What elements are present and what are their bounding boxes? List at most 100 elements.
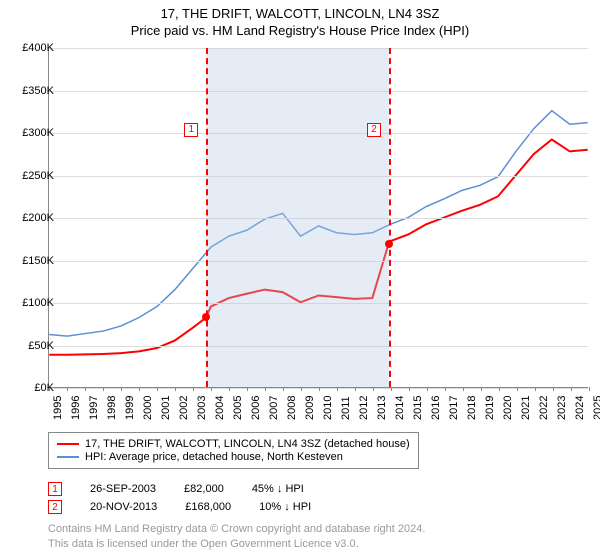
marker-vline bbox=[389, 48, 391, 387]
x-axis-label: 1998 bbox=[106, 396, 118, 420]
x-axis-label: 1996 bbox=[70, 396, 82, 420]
chart-container: 17, THE DRIFT, WALCOTT, LINCOLN, LN4 3SZ… bbox=[0, 0, 600, 560]
x-tick bbox=[301, 387, 302, 391]
x-tick bbox=[499, 387, 500, 391]
x-tick bbox=[409, 387, 410, 391]
x-axis-label: 1999 bbox=[124, 396, 136, 420]
title-sub: Price paid vs. HM Land Registry's House … bbox=[0, 23, 600, 38]
x-axis-label: 2002 bbox=[178, 396, 190, 420]
y-axis-label: £400K bbox=[22, 42, 54, 54]
x-axis-label: 2000 bbox=[142, 396, 154, 420]
x-axis-label: 2024 bbox=[574, 396, 586, 420]
transaction-marker: 2 bbox=[48, 500, 62, 514]
y-axis-label: £200K bbox=[22, 212, 54, 224]
y-axis-label: £150K bbox=[22, 255, 54, 267]
x-tick bbox=[229, 387, 230, 391]
x-tick bbox=[463, 387, 464, 391]
x-tick bbox=[211, 387, 212, 391]
transaction-row: 2 20-NOV-2013 £168,000 10% ↓ HPI bbox=[48, 500, 311, 514]
legend-swatch bbox=[57, 456, 79, 458]
x-axis-label: 2008 bbox=[286, 396, 298, 420]
legend: 17, THE DRIFT, WALCOTT, LINCOLN, LN4 3SZ… bbox=[48, 432, 419, 469]
shaded-region bbox=[206, 48, 389, 387]
transaction-row: 1 26-SEP-2003 £82,000 45% ↓ HPI bbox=[48, 482, 311, 496]
x-axis-label: 1995 bbox=[52, 396, 64, 420]
transaction-date: 20-NOV-2013 bbox=[90, 501, 157, 513]
x-tick bbox=[427, 387, 428, 391]
x-axis-label: 2018 bbox=[466, 396, 478, 420]
x-axis-label: 2001 bbox=[160, 396, 172, 420]
y-axis-label: £50K bbox=[28, 340, 54, 352]
footer: Contains HM Land Registry data © Crown c… bbox=[48, 522, 425, 552]
x-tick bbox=[265, 387, 266, 391]
chart-area: 12 bbox=[48, 48, 588, 388]
x-axis-label: 2025 bbox=[592, 396, 600, 420]
x-tick bbox=[121, 387, 122, 391]
data-point bbox=[385, 240, 393, 248]
x-axis-label: 2004 bbox=[214, 396, 226, 420]
x-axis-label: 2007 bbox=[268, 396, 280, 420]
x-axis-label: 2023 bbox=[556, 396, 568, 420]
x-axis-label: 2009 bbox=[304, 396, 316, 420]
titles: 17, THE DRIFT, WALCOTT, LINCOLN, LN4 3SZ… bbox=[0, 0, 600, 38]
footer-line: This data is licensed under the Open Gov… bbox=[48, 537, 425, 552]
x-tick bbox=[193, 387, 194, 391]
y-axis-label: £350K bbox=[22, 85, 54, 97]
x-tick bbox=[337, 387, 338, 391]
legend-swatch bbox=[57, 443, 79, 445]
legend-item: 17, THE DRIFT, WALCOTT, LINCOLN, LN4 3SZ… bbox=[57, 438, 410, 450]
data-point bbox=[202, 313, 210, 321]
y-axis-label: £250K bbox=[22, 170, 54, 182]
x-tick bbox=[247, 387, 248, 391]
x-axis-label: 2016 bbox=[430, 396, 442, 420]
marker-vline bbox=[206, 48, 208, 387]
x-tick bbox=[157, 387, 158, 391]
transaction-price: £168,000 bbox=[185, 501, 231, 513]
x-axis-label: 2011 bbox=[340, 396, 352, 420]
transaction-diff: 10% ↓ HPI bbox=[259, 501, 311, 513]
x-tick bbox=[571, 387, 572, 391]
y-axis-label: £0K bbox=[34, 382, 54, 394]
transaction-marker: 1 bbox=[48, 482, 62, 496]
x-axis-label: 2012 bbox=[358, 396, 370, 420]
x-axis-label: 2021 bbox=[520, 396, 532, 420]
x-tick bbox=[481, 387, 482, 391]
transaction-table: 1 26-SEP-2003 £82,000 45% ↓ HPI 2 20-NOV… bbox=[48, 478, 311, 518]
x-tick bbox=[319, 387, 320, 391]
x-tick bbox=[535, 387, 536, 391]
x-tick bbox=[139, 387, 140, 391]
transaction-date: 26-SEP-2003 bbox=[90, 483, 156, 495]
chart-marker: 1 bbox=[184, 123, 198, 137]
x-tick bbox=[175, 387, 176, 391]
legend-label: HPI: Average price, detached house, Nort… bbox=[85, 451, 343, 463]
x-axis-label: 2013 bbox=[376, 396, 388, 420]
y-axis-label: £300K bbox=[22, 127, 54, 139]
x-tick bbox=[355, 387, 356, 391]
x-tick bbox=[445, 387, 446, 391]
legend-item: HPI: Average price, detached house, Nort… bbox=[57, 451, 410, 463]
chart-marker: 2 bbox=[367, 123, 381, 137]
x-axis-label: 2019 bbox=[484, 396, 496, 420]
x-tick bbox=[67, 387, 68, 391]
x-tick bbox=[103, 387, 104, 391]
x-axis-label: 2022 bbox=[538, 396, 550, 420]
title-main: 17, THE DRIFT, WALCOTT, LINCOLN, LN4 3SZ bbox=[0, 6, 600, 21]
legend-label: 17, THE DRIFT, WALCOTT, LINCOLN, LN4 3SZ… bbox=[85, 438, 410, 450]
x-axis-label: 2005 bbox=[232, 396, 244, 420]
x-axis-label: 2014 bbox=[394, 396, 406, 420]
x-tick bbox=[85, 387, 86, 391]
x-tick bbox=[553, 387, 554, 391]
x-tick bbox=[283, 387, 284, 391]
x-tick bbox=[517, 387, 518, 391]
x-axis-label: 2003 bbox=[196, 396, 208, 420]
x-tick bbox=[391, 387, 392, 391]
y-axis-label: £100K bbox=[22, 297, 54, 309]
x-axis-label: 1997 bbox=[88, 396, 100, 420]
x-axis-label: 2020 bbox=[502, 396, 514, 420]
x-axis-label: 2017 bbox=[448, 396, 460, 420]
x-tick bbox=[373, 387, 374, 391]
footer-line: Contains HM Land Registry data © Crown c… bbox=[48, 522, 425, 537]
x-axis-label: 2015 bbox=[412, 396, 424, 420]
x-axis-label: 2006 bbox=[250, 396, 262, 420]
x-tick bbox=[589, 387, 590, 391]
